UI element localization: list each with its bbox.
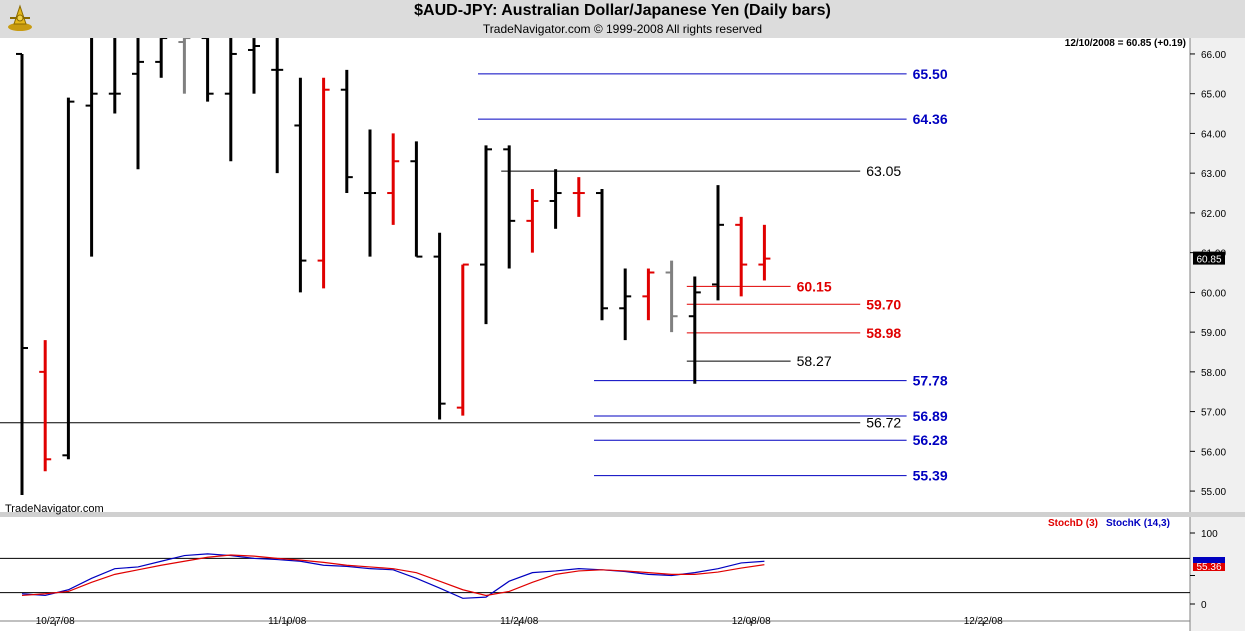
stoch-value-tag: 55.36 <box>1193 557 1225 573</box>
price-tick-label: 60.00 <box>1201 288 1226 299</box>
last-bar-info: 12/10/2008 = 60.85 (+0.19) <box>1065 38 1186 49</box>
level-label: 55.39 <box>913 468 948 484</box>
date-tick-label: 12/08/08 <box>732 616 771 627</box>
price-panel: 55.0056.0057.0058.0059.0060.0061.0062.00… <box>0 38 1226 498</box>
level-label: 64.36 <box>913 111 948 127</box>
level-label: 59.70 <box>866 296 901 312</box>
level-label: 58.27 <box>797 353 832 369</box>
date-tick-label: 12/22/08 <box>964 616 1003 627</box>
chart-copyright: TradeNavigator.com © 1999-2008 All right… <box>482 22 763 36</box>
date-tick-label: 10/27/08 <box>36 616 75 627</box>
price-tick-label: 59.00 <box>1201 328 1226 339</box>
stoch-tick-label: 100 <box>1201 529 1218 540</box>
level-label: 56.28 <box>913 432 948 448</box>
price-tick-label: 55.00 <box>1201 487 1226 498</box>
stoch-tick-label: 0 <box>1201 600 1207 611</box>
stoch-k-legend: StochK (14,3) <box>1106 518 1170 529</box>
level-label: 56.72 <box>866 415 901 431</box>
price-tick-label: 56.00 <box>1201 447 1226 458</box>
price-tick-label: 65.00 <box>1201 90 1226 101</box>
date-tick-label: 11/24/08 <box>500 616 539 627</box>
chart-background <box>0 38 1245 631</box>
price-tick-label: 62.00 <box>1201 209 1226 220</box>
panel-divider <box>0 512 1245 517</box>
price-tick-label: 63.00 <box>1201 169 1226 180</box>
last-price-tag: 60.85 <box>1193 251 1225 266</box>
level-label: 56.89 <box>913 408 948 424</box>
level-label: 65.50 <box>913 66 948 82</box>
stoch-series-line <box>21 553 765 599</box>
stoch-series-line <box>21 554 765 597</box>
level-label: 58.98 <box>866 325 901 341</box>
stoch-value-tag-label: 55.36 <box>1196 562 1221 573</box>
stoch-panel: 0 100 10/27/08 11/10/08 11/24/08 12/08/08 12/2… <box>0 529 1218 627</box>
last-price-tag-label: 60.85 <box>1196 255 1221 266</box>
date-tick-label: 11/10/08 <box>268 616 307 627</box>
trade-navigator-logo-icon <box>8 4 32 31</box>
level-label: 63.05 <box>866 163 901 179</box>
price-tick-label: 64.00 <box>1201 129 1226 140</box>
price-tick-label: 58.00 <box>1201 368 1226 379</box>
chart-area: 12/10/2008 = 60.85 (+0.19) TradeNavigato… <box>0 38 1245 631</box>
price-tick-label: 57.00 <box>1201 408 1226 419</box>
level-label: 60.15 <box>797 278 832 294</box>
price-tick-label: 66.00 <box>1201 50 1226 61</box>
level-label: 57.78 <box>913 373 948 389</box>
price-axis-background <box>1190 38 1245 515</box>
stoch-axis-background <box>1190 515 1245 631</box>
watermark: TradeNavigator.com <box>5 503 104 515</box>
chart-header: $AUD-JPY: Australian Dollar/Japanese Yen… <box>0 0 1245 38</box>
chart-title: $AUD-JPY: Australian Dollar/Japanese Yen… <box>414 2 831 19</box>
stoch-d-legend: StochD (3) <box>1048 518 1098 529</box>
